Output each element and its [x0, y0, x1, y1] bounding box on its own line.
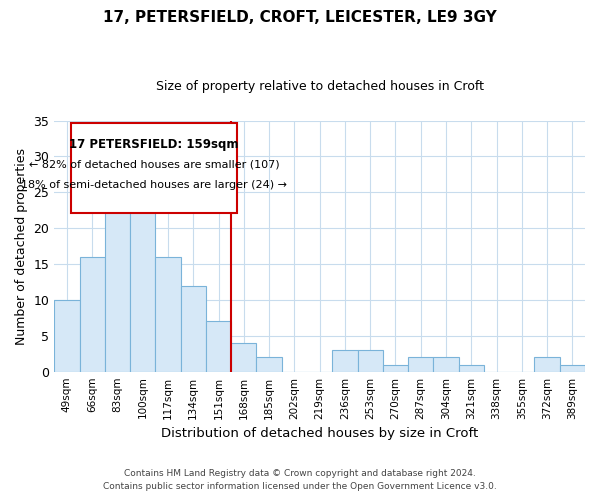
Bar	[535, 358, 560, 372]
Bar	[383, 364, 408, 372]
Bar	[458, 364, 484, 372]
Bar	[206, 322, 231, 372]
Bar	[433, 358, 458, 372]
Bar	[181, 286, 206, 372]
Text: 17 PETERSFIELD: 159sqm: 17 PETERSFIELD: 159sqm	[69, 138, 239, 151]
Bar	[155, 257, 181, 372]
Text: Contains HM Land Registry data © Crown copyright and database right 2024.: Contains HM Land Registry data © Crown c…	[124, 468, 476, 477]
Text: ← 82% of detached houses are smaller (107): ← 82% of detached houses are smaller (10…	[29, 160, 279, 170]
Bar	[256, 358, 282, 372]
Title: Size of property relative to detached houses in Croft: Size of property relative to detached ho…	[155, 80, 484, 93]
Bar	[54, 300, 80, 372]
Y-axis label: Number of detached properties: Number of detached properties	[15, 148, 28, 344]
Bar	[332, 350, 358, 372]
X-axis label: Distribution of detached houses by size in Croft: Distribution of detached houses by size …	[161, 427, 478, 440]
Bar	[231, 343, 256, 372]
Bar	[80, 257, 105, 372]
Bar	[130, 206, 155, 372]
Bar	[408, 358, 433, 372]
Text: 18% of semi-detached houses are larger (24) →: 18% of semi-detached houses are larger (…	[21, 180, 287, 190]
Bar	[358, 350, 383, 372]
Text: 17, PETERSFIELD, CROFT, LEICESTER, LE9 3GY: 17, PETERSFIELD, CROFT, LEICESTER, LE9 3…	[103, 10, 497, 25]
Bar	[560, 364, 585, 372]
Bar	[105, 164, 130, 372]
Text: Contains public sector information licensed under the Open Government Licence v3: Contains public sector information licen…	[103, 482, 497, 491]
